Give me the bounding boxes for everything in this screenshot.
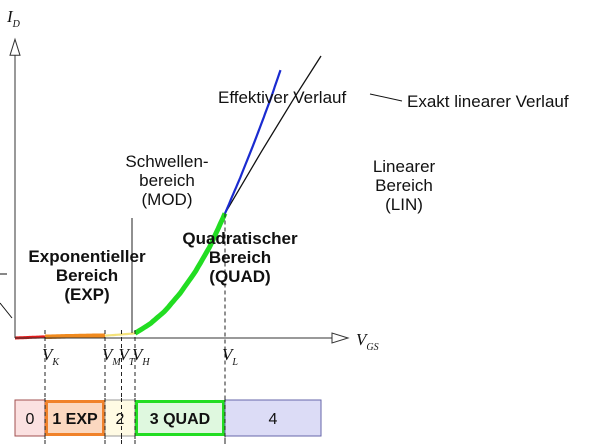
label-lin-line-2: Bereich (375, 176, 433, 195)
x-axis-arrowhead (331, 332, 350, 344)
label-quad-line-1: Quadratischer (182, 229, 298, 248)
exp-pointer-line (0, 302, 13, 319)
curve-segment-mod (105, 332, 136, 337)
label-quad-line-2: Bereich (209, 248, 271, 267)
label-exp-line-3: (EXP) (64, 285, 109, 304)
label-exp-line-2: Bereich (56, 266, 118, 285)
band-label-3: 3 QUAD (150, 411, 210, 428)
threshold-label-k: VK (42, 345, 60, 368)
labels-layer: Effektiver Verlauf Exakt linearer Verlauf… (0, 88, 569, 319)
band-cell-1 (45, 400, 105, 436)
label-mod-line-2: bereich (139, 171, 195, 190)
threshold-label-t: VT (119, 345, 136, 368)
label-exp-line-1: Exponentieller (28, 247, 146, 266)
label-lin-line-3: (LIN) (385, 195, 423, 214)
curve-segment-lin (223, 69, 282, 214)
x-axis-label: VGS (356, 330, 379, 353)
band-label-1: 1 EXP (52, 411, 98, 428)
label-effektiver-verlauf: Effektiver Verlauf (218, 88, 346, 107)
band-label-2: 2 (116, 411, 125, 428)
curve-segment-exp (45, 333, 106, 340)
band-cell-2 (104, 399, 136, 437)
band-cell-3 (135, 400, 225, 436)
label-lin-line-1: Linearer (373, 157, 436, 176)
label-mod-line-1: Schwellen- (125, 152, 208, 171)
band-label-4: 4 (269, 411, 278, 428)
exakt-pointer-line (369, 93, 403, 102)
threshold-label-l: VL (222, 345, 238, 368)
label-mod-line-3: (MOD) (142, 190, 193, 209)
band-cell-0 (14, 399, 46, 437)
label-exakt-linearer-verlauf: Exakt linearer Verlauf (407, 92, 569, 111)
curves-layer (15, 55, 322, 340)
label-quad-line-3: (QUAD) (209, 267, 270, 286)
y-axis-arrowhead (9, 37, 21, 56)
exact-linear-line (224, 55, 322, 214)
threshold-label-m: VM (102, 345, 121, 368)
band-cell-4 (224, 399, 322, 437)
y-axis-label: ID (6, 7, 21, 30)
curve-segment-quad (133, 212, 228, 336)
band-label-0: 0 (26, 411, 35, 428)
threshold-label-h: VH (132, 345, 150, 368)
region-band: 0 1 EXP 2 3 QUAD 4 (14, 398, 322, 444)
